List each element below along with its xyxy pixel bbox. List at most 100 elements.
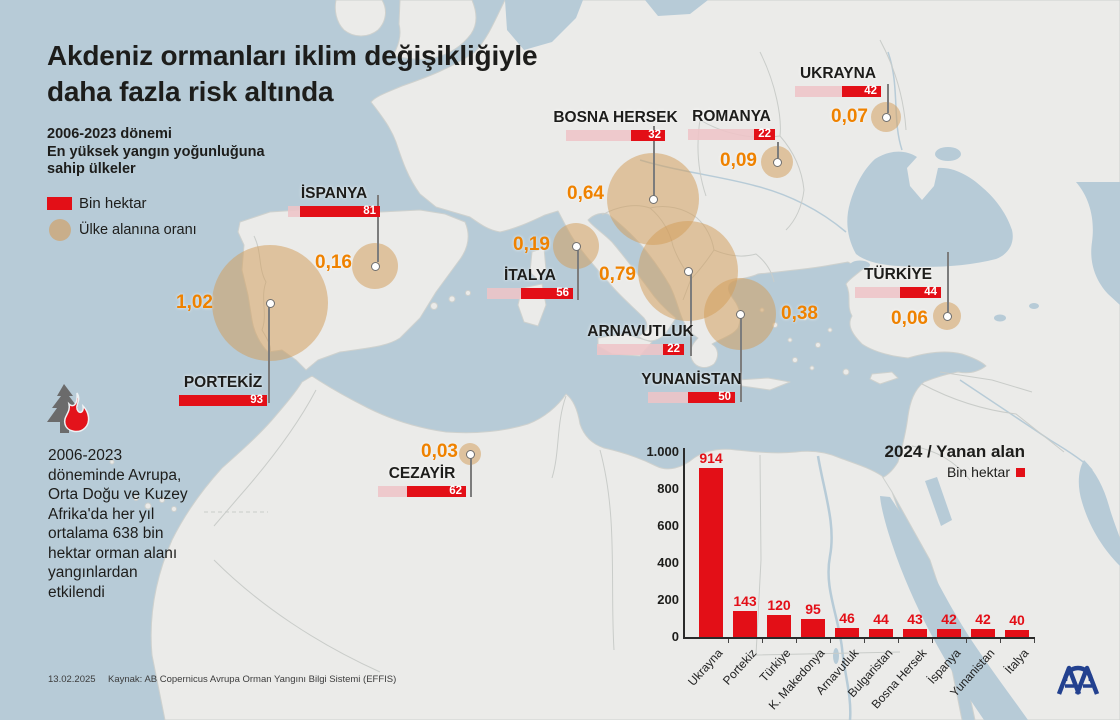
chart-bar-İtalya: [1005, 630, 1029, 637]
chart-bar-value: 40: [1009, 612, 1025, 628]
island-corsica: [529, 247, 547, 281]
map-point-dot-4: [571, 241, 581, 251]
chart-x-tick: [898, 639, 899, 643]
chart-bar-Ukrayna: [699, 468, 723, 637]
country-bar-fill: 62: [407, 485, 466, 497]
sea-black: [847, 151, 1013, 267]
sea-baltic: [645, 0, 708, 16]
map-point-dot-2: [265, 298, 275, 308]
island-cyprus: [869, 371, 899, 385]
country-ratio-value: 0,06: [891, 308, 928, 329]
chart-x-tick: [1034, 639, 1035, 643]
chart-y-tick-label: 400: [657, 555, 679, 570]
country-name: İSPANYA: [300, 185, 368, 202]
chart-y-tick-label: 200: [657, 592, 679, 607]
country-bar-track: 44: [855, 286, 941, 298]
footer-date: 13.02.2025: [48, 674, 96, 685]
country-bar-value: 56: [556, 287, 569, 299]
chart-bar-Türkiye: [767, 615, 791, 637]
legend-circle-label: Ülke alanına oranı: [79, 222, 197, 238]
country-name: ARNAVUTLUK: [587, 323, 694, 340]
chart-bar-İspanya: [937, 629, 961, 637]
land-ireland: [334, 0, 386, 37]
chart-bar-value: 42: [975, 611, 991, 627]
sea-persian-gulf: [1078, 460, 1120, 566]
chart-bar-Arnavutluk: [835, 628, 859, 637]
chart-x-tick: [966, 639, 967, 643]
chart-bar-value: 120: [767, 597, 791, 613]
legend-circle-swatch: [49, 219, 71, 241]
country-bar-fill: 81: [299, 205, 380, 217]
leader-line-3: [470, 458, 472, 497]
river-nile: [816, 455, 852, 720]
country-bar-track: 50: [648, 391, 735, 403]
agency-logo: [1056, 656, 1100, 701]
legend-bar-label: Bin hektar: [79, 195, 147, 212]
leader-line-1: [377, 195, 379, 262]
sea-azov: [935, 147, 961, 161]
chart-bar-value: 42: [941, 611, 957, 627]
country-ratio-value: 0,03: [421, 441, 458, 462]
chart-x-tick: [1000, 639, 1001, 643]
country-bar-fill: 32: [630, 129, 665, 141]
country-name: ROMANYA: [692, 108, 771, 125]
chart-bar-Yunanistan: [971, 629, 995, 637]
country-name: UKRAYNA: [799, 65, 877, 82]
map-point-dot-6: [683, 266, 693, 276]
country-bar-value: 50: [718, 391, 731, 403]
map-point-dot-1: [370, 261, 380, 271]
country-bar-track: 22: [597, 343, 684, 355]
country-ratio-value: 0,07: [831, 106, 868, 127]
chart-bar-value: 914: [699, 450, 723, 466]
country-ratio-value: 0,38: [781, 303, 818, 324]
country-bar-fill: 44: [900, 286, 941, 298]
chart-legend-swatch: [1016, 468, 1025, 477]
map-point-dot-7: [735, 309, 745, 319]
country-bar-track: 42: [795, 85, 881, 97]
chart-title: 2024 / Yanan alan: [884, 442, 1026, 461]
sea-caspian: [1076, 182, 1120, 305]
leader-line-7: [740, 318, 742, 402]
country-bar-fill: 22: [663, 343, 684, 355]
country-bar-track: 81: [288, 205, 380, 217]
chart-legend: Bin hektar: [825, 464, 1025, 480]
country-ratio-value: 0,64: [567, 183, 604, 204]
note-text: 2006-2023 döneminde Avrupa, Orta Doğu ve…: [48, 447, 188, 601]
leader-line-9: [887, 84, 889, 113]
forest-fire-icon: [44, 382, 94, 443]
chart-x-tick: [932, 639, 933, 643]
country-bar-track: 32: [566, 129, 665, 141]
country-bar-value: 62: [449, 485, 462, 497]
country-bar-value: 81: [363, 205, 376, 217]
leader-line-4: [577, 249, 579, 300]
flame-icon: [63, 392, 90, 433]
country-bar-fill: 42: [842, 85, 881, 97]
sea-marmara: [850, 260, 870, 270]
country-bar-fill: 22: [754, 128, 775, 140]
country-name: BOSNA HERSEK: [553, 109, 678, 126]
chart-bar-value: 95: [805, 601, 821, 617]
sea-red: [880, 496, 1028, 720]
land-africa: [150, 375, 963, 720]
chart-legend-label: Bin hektar: [946, 464, 1010, 480]
country-bar-value: 32: [648, 129, 661, 141]
chart-x-tick: [830, 639, 831, 643]
leader-line-6: [690, 274, 692, 356]
country-ratio-value: 0,19: [513, 234, 550, 255]
country-ratio-value: 0,79: [599, 264, 636, 285]
country-ratio-value: 0,16: [315, 252, 352, 273]
country-name: İTALYA: [504, 267, 556, 284]
chart-y-axis: [683, 448, 685, 638]
sea-north: [505, 0, 583, 50]
country-bar-track: 56: [487, 287, 573, 299]
country-name: YUNANİSTAN: [641, 371, 742, 388]
leader-line-8: [777, 142, 779, 158]
country-bar-value: 44: [924, 286, 937, 298]
map-point-dot-10: [942, 311, 952, 321]
chart-x-tick: [864, 639, 865, 643]
country-name: CEZAYİR: [388, 465, 456, 482]
legend-bar-swatch: [47, 197, 72, 210]
subtitle: 2006-2023 dönemi En yüksek yangın yoğunl…: [47, 126, 265, 177]
chart-x-axis: [683, 637, 1035, 639]
